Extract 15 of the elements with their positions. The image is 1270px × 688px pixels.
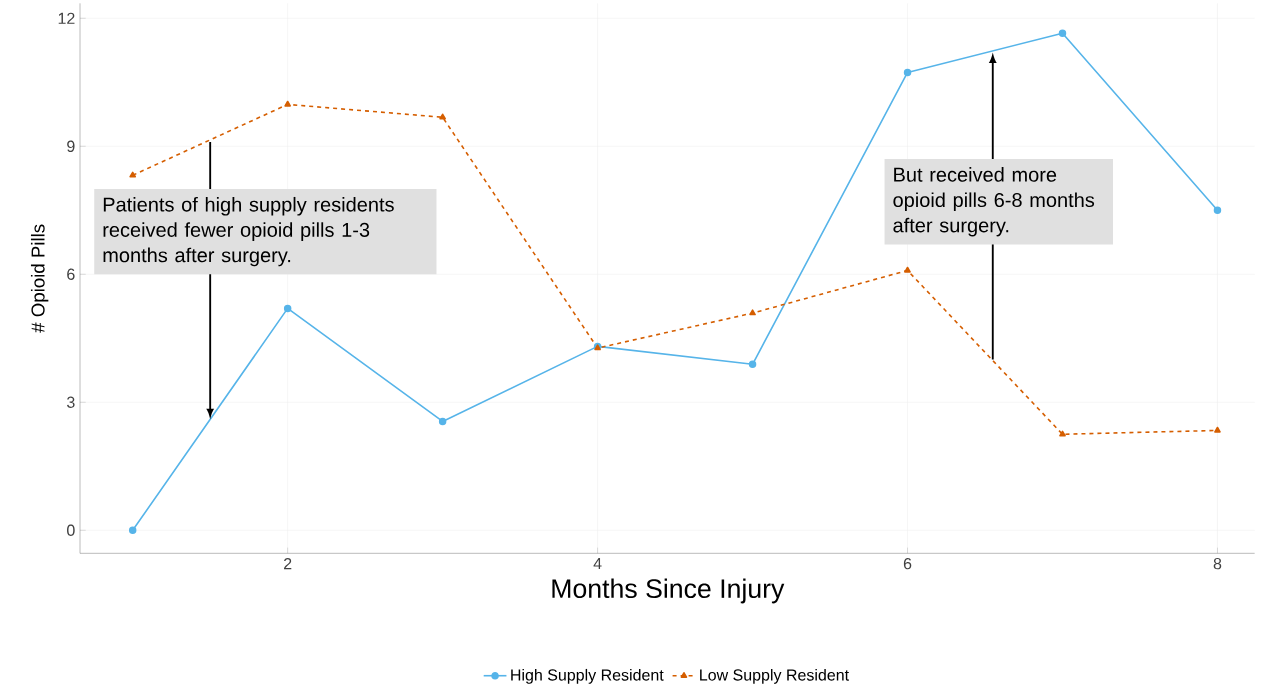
- annotation: But received more opioid pills 6-8 months after surgery.: [893, 167, 1095, 237]
- y-tick-label: 9: [67, 140, 75, 152]
- y-tick-label: 12: [58, 12, 75, 24]
- x-tick-label: 2: [284, 558, 292, 570]
- annotation: Patients of high supply residents received fewer opioid pills 1-3 months after surgery.: [103, 196, 394, 267]
- y-axis-title: # Opioid Pills: [30, 224, 49, 333]
- x-tick-label: 8: [1213, 558, 1222, 570]
- x-tick-label: 4: [593, 558, 602, 570]
- legend-label: High Supply Resident: [511, 668, 664, 684]
- legend-label: Low Supply Resident: [700, 668, 849, 684]
- x-axis-title: Months Since Injury: [552, 578, 785, 604]
- y-tick-label: 0: [67, 524, 75, 536]
- y-tick-label: 3: [67, 396, 75, 408]
- y-tick-label: 6: [67, 268, 75, 280]
- x-tick-label: 6: [903, 558, 912, 570]
